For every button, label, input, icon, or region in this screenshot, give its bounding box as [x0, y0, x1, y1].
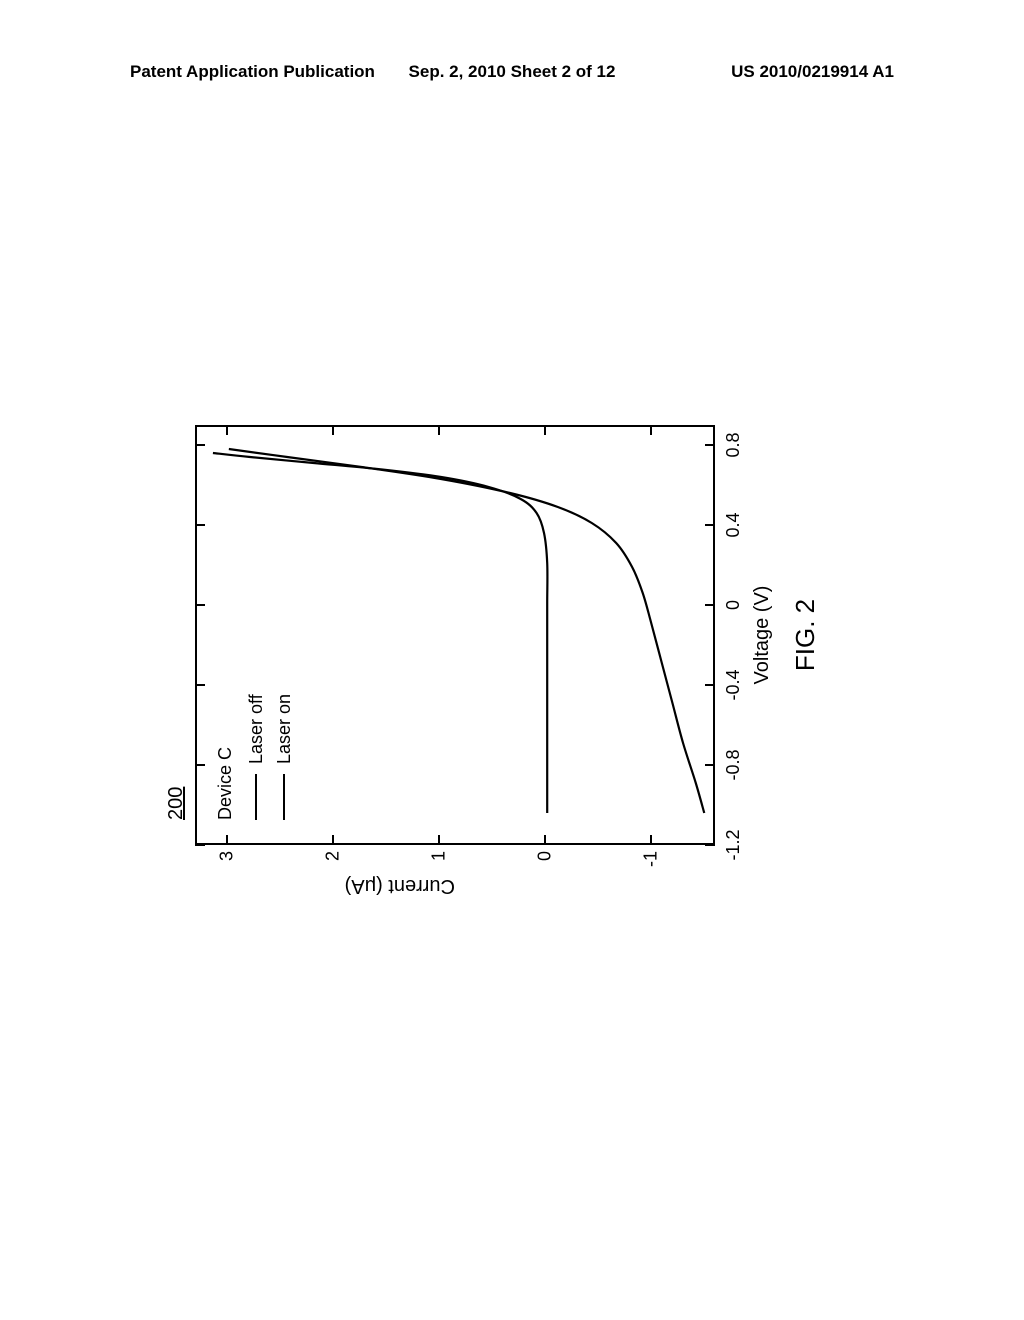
legend-item: Laser on	[270, 694, 298, 820]
header-right: US 2010/0219914 A1	[731, 62, 894, 82]
x-tick-label: -0.4	[723, 669, 744, 700]
legend-label: Laser off	[246, 694, 267, 764]
header-center: Sep. 2, 2010 Sheet 2 of 12	[409, 62, 616, 82]
series-laser-on	[229, 449, 704, 813]
y-axis-label: Current (μA)	[345, 874, 455, 897]
y-tick-label: -1	[641, 851, 662, 881]
x-tick-label: 0	[723, 600, 744, 610]
page-header: Patent Application Publication Sep. 2, 2…	[0, 62, 1024, 82]
x-tick-label: -0.8	[723, 749, 744, 780]
figure-caption: FIG. 2	[790, 425, 821, 845]
legend-line-icon	[283, 774, 285, 820]
legend-label: Laser on	[274, 694, 295, 764]
y-tick-label: 3	[216, 851, 237, 881]
x-tick-label: 0.4	[723, 512, 744, 537]
y-tick-label: 0	[535, 851, 556, 881]
figure-container: 200 -10123 -1.2-0.8-0.400.40.8 Current (…	[175, 385, 905, 905]
x-axis-label: Voltage (V)	[751, 425, 774, 845]
legend-line-icon	[255, 774, 257, 820]
legend-title: Device C	[215, 694, 236, 820]
reference-number: 200	[165, 787, 188, 820]
x-tick-label: 0.8	[723, 432, 744, 457]
legend-item: Laser off	[242, 694, 270, 820]
y-tick-label: 2	[322, 851, 343, 881]
x-tick-label: -1.2	[723, 829, 744, 860]
header-left: Patent Application Publication	[130, 62, 375, 82]
legend: Device C Laser off Laser on	[215, 694, 298, 820]
